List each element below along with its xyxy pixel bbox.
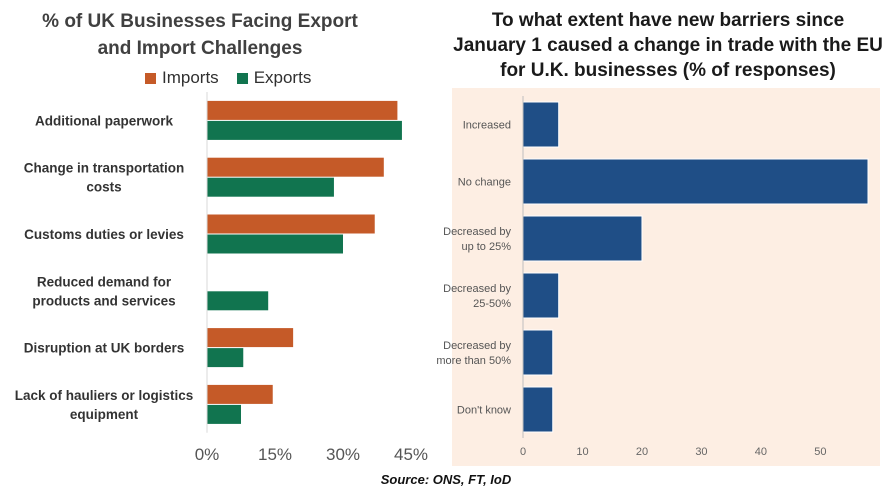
right-x-tick-label-5: 50 xyxy=(814,446,826,458)
right-x-tick-label-0: 0 xyxy=(520,446,526,458)
x-tick-label-3: 45% xyxy=(394,445,428,464)
exports-bar-5 xyxy=(207,404,241,424)
right-chart-background xyxy=(452,88,880,466)
response-label-3: Decreased by 25-50% xyxy=(443,283,511,310)
response-bar-1 xyxy=(522,158,869,205)
response-label-line: Decreased by xyxy=(443,226,511,238)
exports-swatch xyxy=(236,72,248,84)
category-label-line: Reduced demand for xyxy=(37,274,172,289)
category-label-line: Change in transportation xyxy=(24,161,185,176)
x-tick-label-2: 30% xyxy=(326,445,360,464)
legend-item-exports: Exports xyxy=(236,68,312,88)
right-chart-title: To what extent have new barriers since J… xyxy=(453,10,883,81)
response-label-line: No change xyxy=(458,177,511,189)
right-x-tick-label-3: 30 xyxy=(695,446,707,458)
imports-bar-1 xyxy=(207,157,384,177)
imports-bar-5 xyxy=(207,384,273,404)
response-label-line: up to 25% xyxy=(461,241,511,253)
response-label-line: Decreased by xyxy=(443,283,511,295)
response-bar-4 xyxy=(522,329,554,376)
imports-bar-0 xyxy=(207,100,398,120)
imports-swatch xyxy=(145,72,156,84)
exports-bar-4 xyxy=(207,348,244,368)
exports-bar-3 xyxy=(207,291,269,311)
category-label-0: Additional paperwork xyxy=(35,113,174,128)
category-label-4: Disruption at UK borders xyxy=(24,341,185,356)
imports-bar-2 xyxy=(207,214,375,234)
category-label-2: Customs duties or levies xyxy=(24,227,184,242)
category-label-line: costs xyxy=(86,180,121,195)
category-label-line: Customs duties or levies xyxy=(24,227,184,242)
response-label-1: No change xyxy=(458,177,511,189)
exports-bar-0 xyxy=(207,120,402,140)
legend: Imports Exports xyxy=(145,68,311,88)
response-bar-2 xyxy=(522,215,643,262)
category-label-3: Reduced demand for products and services xyxy=(32,274,175,308)
response-label-0: Increased xyxy=(463,120,511,132)
response-label-5: Don't know xyxy=(457,405,511,417)
response-label-4: Decreased by more than 50% xyxy=(436,340,511,367)
category-label-1: Change in transportation costs xyxy=(24,161,185,195)
right-x-tick-label-4: 40 xyxy=(755,446,767,458)
imports-bar-4 xyxy=(207,328,294,348)
response-label-2: Decreased by up to 25% xyxy=(443,226,511,253)
legend-item-imports: Imports xyxy=(145,68,219,88)
response-label-line: 25-50% xyxy=(473,298,511,310)
exports-bar-1 xyxy=(207,177,334,197)
category-label-line: Lack of hauliers or logistics xyxy=(15,388,194,403)
category-label-5: Lack of hauliers or logistics equipment xyxy=(15,388,194,422)
category-label-line: Disruption at UK borders xyxy=(24,341,185,356)
right-x-tick-label-2: 20 xyxy=(636,446,648,458)
source-note: Source: ONS, FT, IoD xyxy=(380,472,512,487)
response-bar-0 xyxy=(522,101,560,148)
response-label-line: Don't know xyxy=(457,405,511,417)
response-label-line: Increased xyxy=(463,120,511,132)
left-chart: Additional paperwork Change in transporta… xyxy=(15,92,428,464)
response-bar-5 xyxy=(522,386,554,433)
category-label-line: products and services xyxy=(32,293,175,308)
category-label-line: equipment xyxy=(70,407,139,422)
category-label-line: Additional paperwork xyxy=(35,113,174,128)
response-label-line: Decreased by xyxy=(443,340,511,352)
right-x-tick-label-1: 10 xyxy=(576,446,588,458)
legend-label-imports: Imports xyxy=(162,68,219,87)
response-bar-3 xyxy=(522,272,560,319)
legend-label-exports: Exports xyxy=(253,68,312,87)
x-tick-label-0: 0% xyxy=(195,445,220,464)
left-chart-title: % of UK Businesses Facing Export and Imp… xyxy=(42,11,358,59)
x-tick-label-1: 15% xyxy=(258,445,292,464)
response-label-line: more than 50% xyxy=(436,355,511,367)
exports-bar-2 xyxy=(207,234,343,254)
